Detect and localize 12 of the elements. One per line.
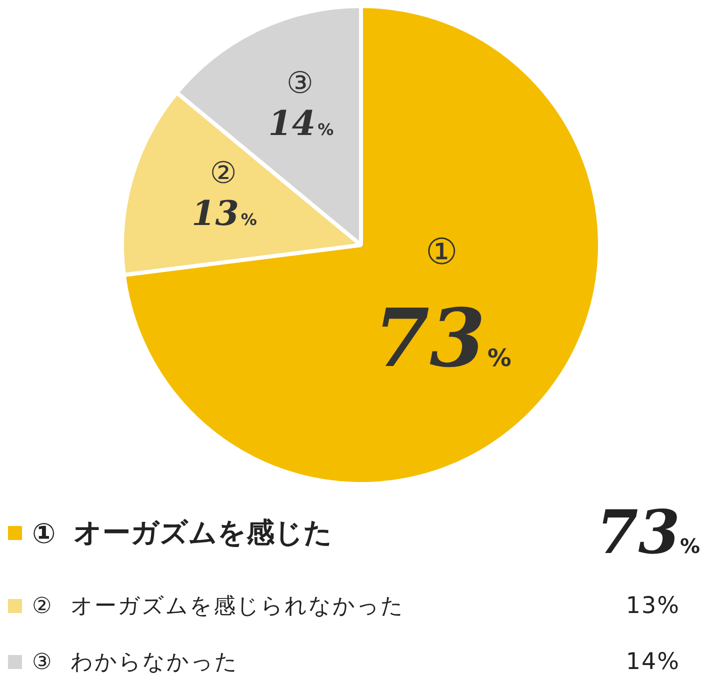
legend-label: ① オーガズムを感じた — [32, 515, 333, 552]
text: ① — [426, 232, 458, 274]
data-label: 14% — [268, 104, 334, 144]
data-label: 73% — [374, 291, 512, 386]
text: ③ — [286, 66, 314, 102]
text: 73% — [596, 498, 700, 568]
text: 13% — [626, 593, 680, 619]
data-label: 13% — [192, 194, 257, 234]
text: ② — [210, 156, 237, 191]
text: 14% — [626, 649, 680, 675]
legend-label: ③ わからなかった — [32, 648, 239, 677]
legend-label: ② オーガズムを感じられなかった — [32, 592, 405, 621]
